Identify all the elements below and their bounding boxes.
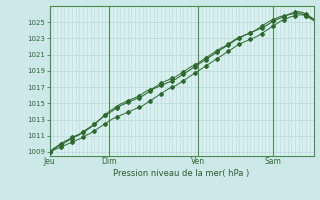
X-axis label: Pression niveau de la mer( hPa ): Pression niveau de la mer( hPa ) [114, 169, 250, 178]
